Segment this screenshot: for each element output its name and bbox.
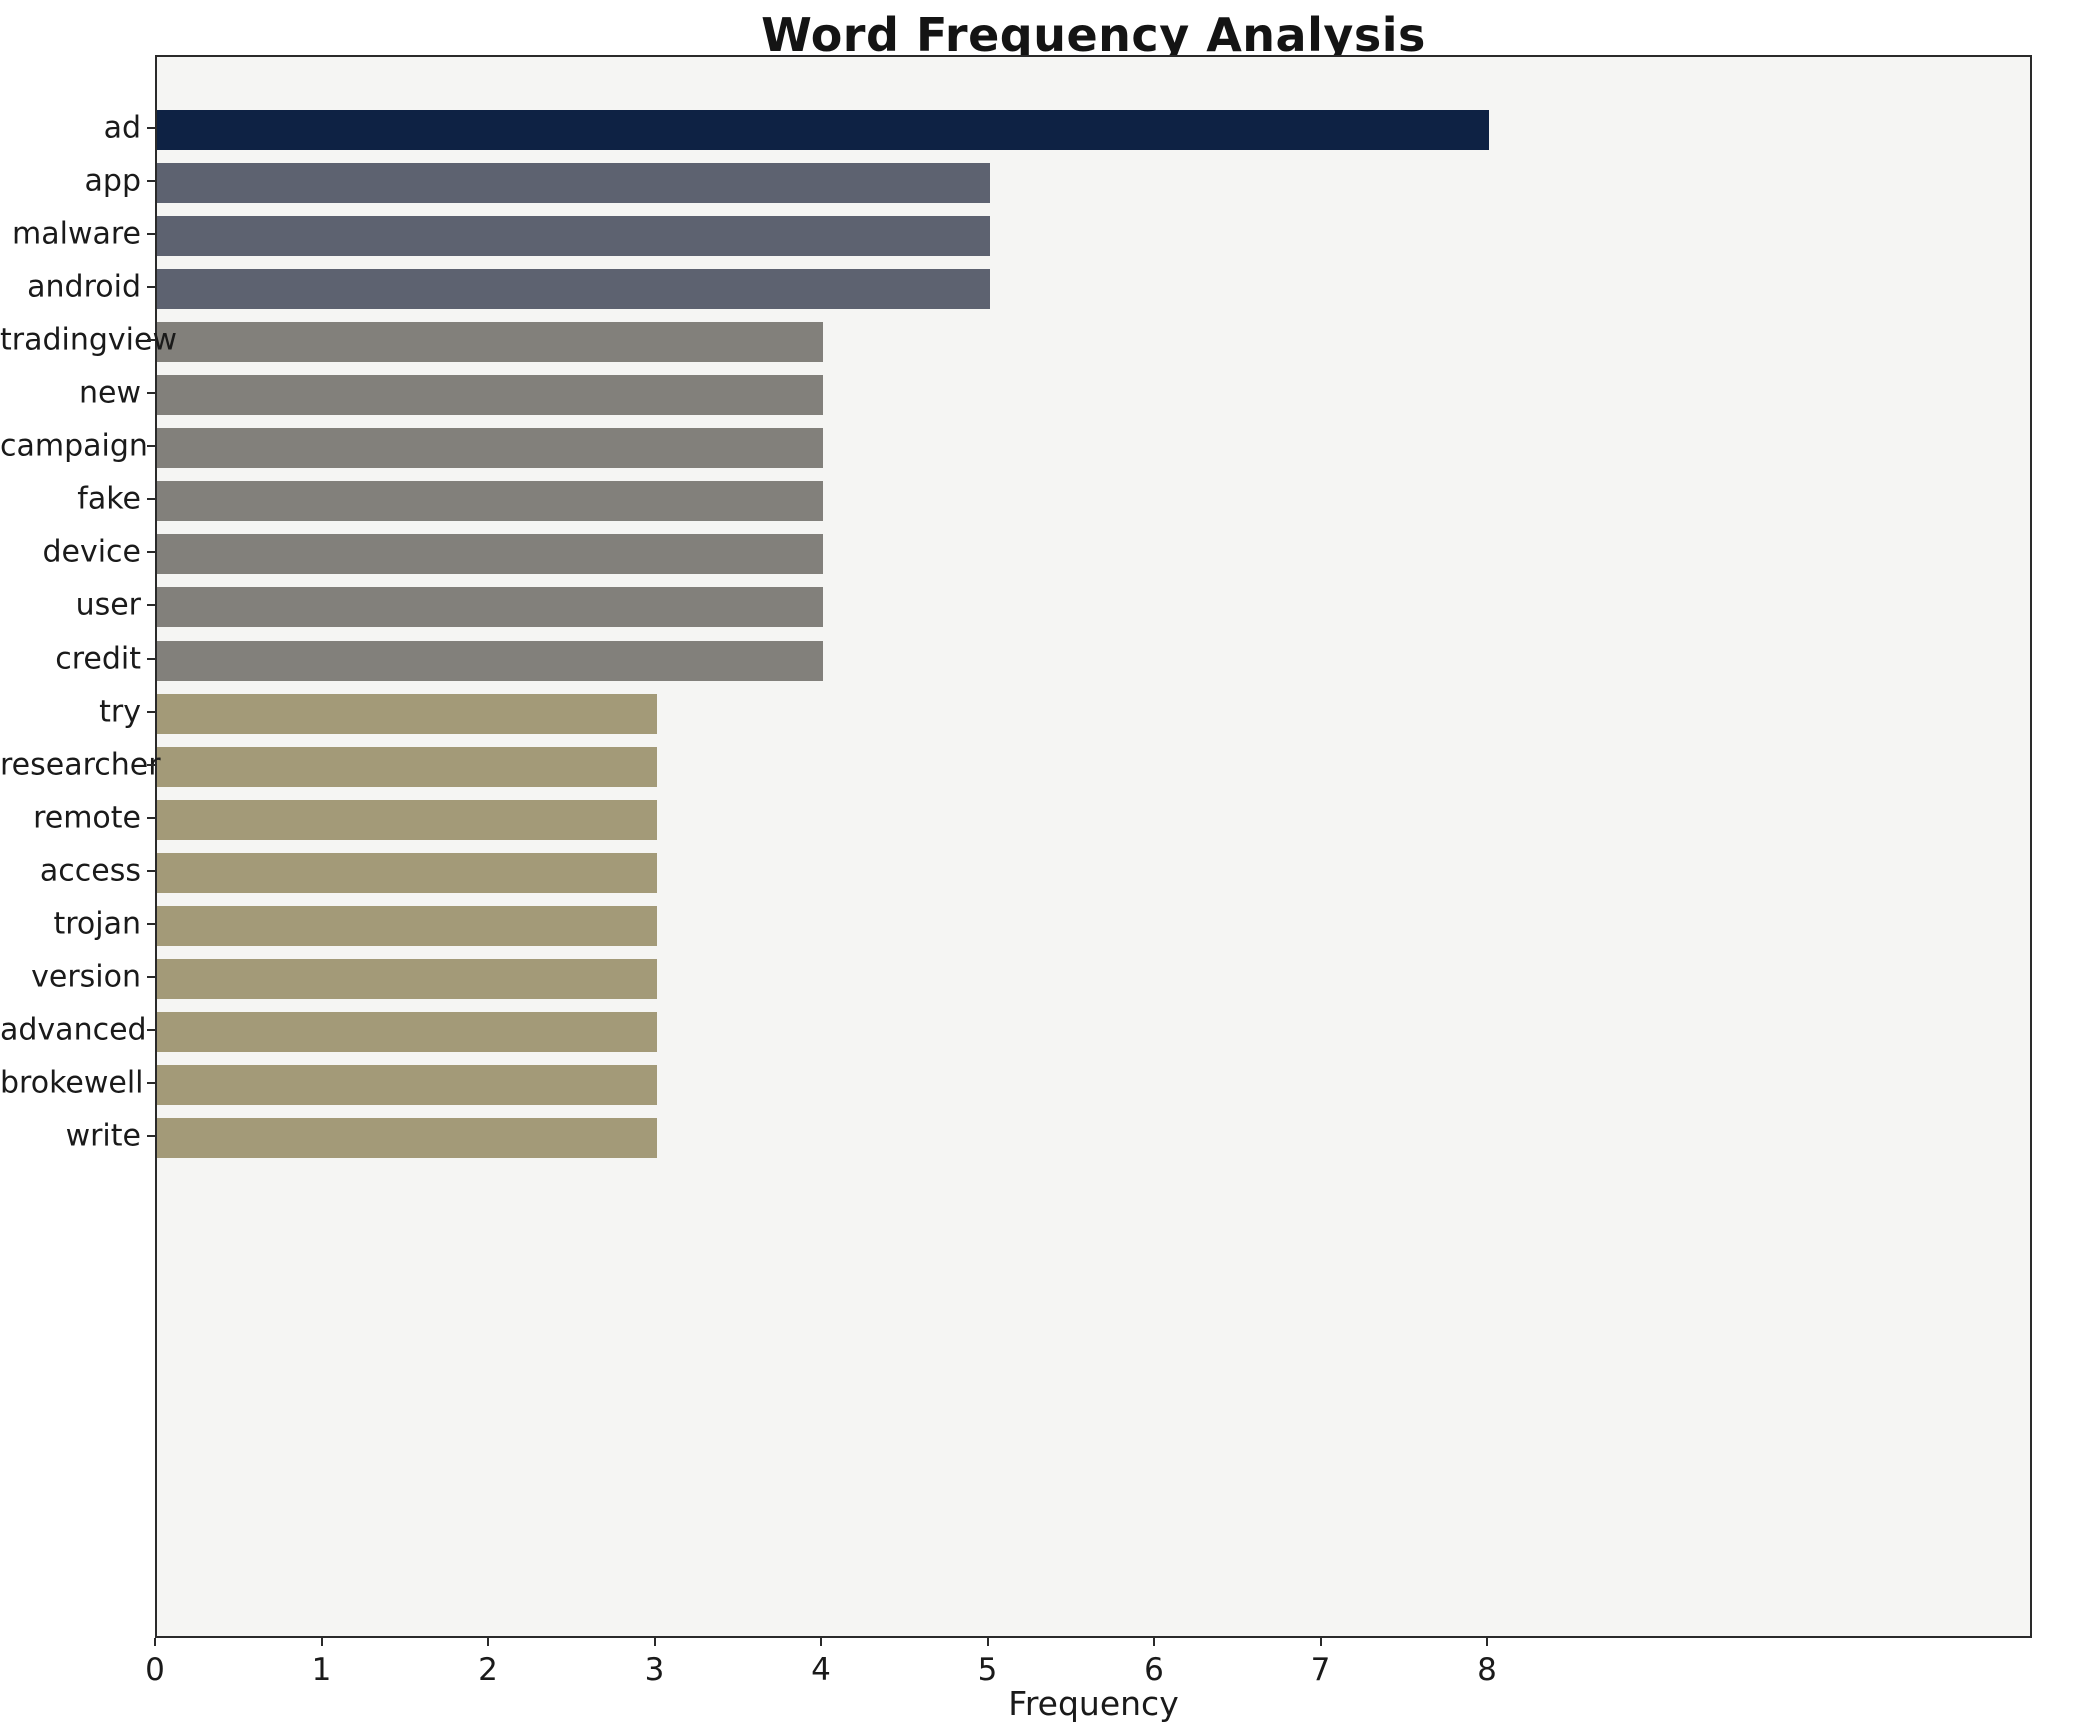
- x-tick-mark: [154, 1638, 156, 1646]
- bar-android: [157, 269, 990, 310]
- y-tick-label-credit: credit: [55, 641, 141, 676]
- bar-brokewell: [157, 1064, 657, 1105]
- x-tick-mark: [1319, 1638, 1322, 1646]
- y-tick-mark: [147, 339, 155, 342]
- x-tick-label-2: 2: [478, 1652, 498, 1688]
- bar-malware: [157, 216, 990, 257]
- y-tick-label-remote: remote: [33, 800, 141, 836]
- bar-access: [157, 852, 657, 893]
- bar-ad: [157, 110, 1489, 150]
- y-tick-label-write: write: [65, 1118, 141, 1154]
- x-tick-mark: [1153, 1638, 1155, 1646]
- y-tick-mark: [147, 1081, 155, 1084]
- bar-write: [157, 1117, 657, 1158]
- x-tick-mark: [320, 1638, 323, 1646]
- x-tick-mark: [1486, 1638, 1488, 1646]
- y-tick-mark: [147, 498, 155, 501]
- y-tick-label-android: android: [27, 269, 141, 305]
- bar-user: [157, 587, 823, 628]
- y-tick-mark: [147, 392, 155, 395]
- y-tick-mark: [147, 180, 155, 183]
- bar-tradingview: [157, 322, 823, 363]
- bar-advanced: [157, 1011, 657, 1052]
- bar-new: [157, 375, 823, 416]
- y-tick-mark: [147, 445, 155, 448]
- x-tick-label-5: 5: [977, 1652, 998, 1688]
- bar-try: [157, 693, 657, 734]
- y-tick-label-version: version: [31, 959, 141, 995]
- y-tick-mark: [147, 975, 155, 978]
- bar-app: [157, 163, 990, 204]
- x-tick-label-0: 0: [145, 1652, 165, 1688]
- y-tick-mark: [147, 657, 155, 660]
- y-tick-label-researcher: researcher: [0, 747, 161, 783]
- y-tick-label-trojan: trojan: [53, 906, 141, 942]
- y-tick-label-new: new: [78, 375, 141, 411]
- y-tick-label-user: user: [75, 587, 141, 623]
- bar-fake: [157, 481, 823, 522]
- y-tick-mark: [147, 763, 155, 766]
- y-tick-mark: [147, 922, 155, 925]
- y-tick-mark: [147, 869, 155, 872]
- y-tick-label-fake: fake: [77, 481, 141, 517]
- plot-area: [155, 55, 2032, 1638]
- chart-title: Word Frequency Analysis: [761, 8, 1426, 62]
- y-tick-mark: [147, 233, 155, 236]
- x-tick-label-7: 7: [1310, 1652, 1331, 1688]
- x-axis-title: Frequency: [1008, 1684, 1179, 1723]
- x-tick-mark: [820, 1638, 822, 1646]
- x-tick-label-8: 8: [1477, 1652, 1497, 1688]
- x-tick-label-6: 6: [1144, 1652, 1164, 1688]
- y-tick-label-device: device: [42, 534, 141, 570]
- y-tick-label-malware: malware: [12, 216, 141, 252]
- x-tick-mark: [653, 1638, 656, 1646]
- y-tick-label-try: try: [99, 694, 141, 730]
- y-axis-labels: ad app malware android tradingview new campaig…: [0, 0, 177, 1722]
- y-tick-mark: [147, 1134, 155, 1137]
- x-tick-label-3: 3: [644, 1652, 665, 1688]
- y-tick-label-ad: ad: [103, 110, 141, 146]
- x-tick-label-4: 4: [811, 1652, 831, 1688]
- bar-credit: [157, 640, 823, 681]
- bar-trojan: [157, 905, 657, 946]
- y-tick-label-advanced: advanced: [0, 1012, 147, 1048]
- x-tick-mark: [487, 1638, 489, 1646]
- bar-researcher: [157, 746, 657, 787]
- bar-device: [157, 534, 823, 575]
- y-tick-label-app: app: [84, 163, 141, 199]
- y-tick-label-access: access: [39, 853, 141, 889]
- y-tick-mark: [147, 127, 155, 129]
- bar-remote: [157, 799, 657, 840]
- y-tick-mark: [147, 816, 155, 819]
- y-tick-label-tradingview: tradingview: [0, 322, 177, 358]
- x-tick-mark: [986, 1638, 989, 1646]
- y-tick-mark: [147, 286, 155, 289]
- y-tick-label-brokewell: brokewell: [0, 1065, 144, 1101]
- x-tick-label-1: 1: [311, 1652, 332, 1688]
- bar-campaign: [157, 428, 823, 469]
- bar-version: [157, 958, 657, 999]
- y-tick-label-campaign: campaign: [0, 428, 148, 464]
- y-tick-mark: [147, 551, 155, 554]
- y-tick-mark: [147, 710, 155, 713]
- y-tick-mark: [147, 604, 155, 607]
- y-tick-mark: [147, 1028, 155, 1031]
